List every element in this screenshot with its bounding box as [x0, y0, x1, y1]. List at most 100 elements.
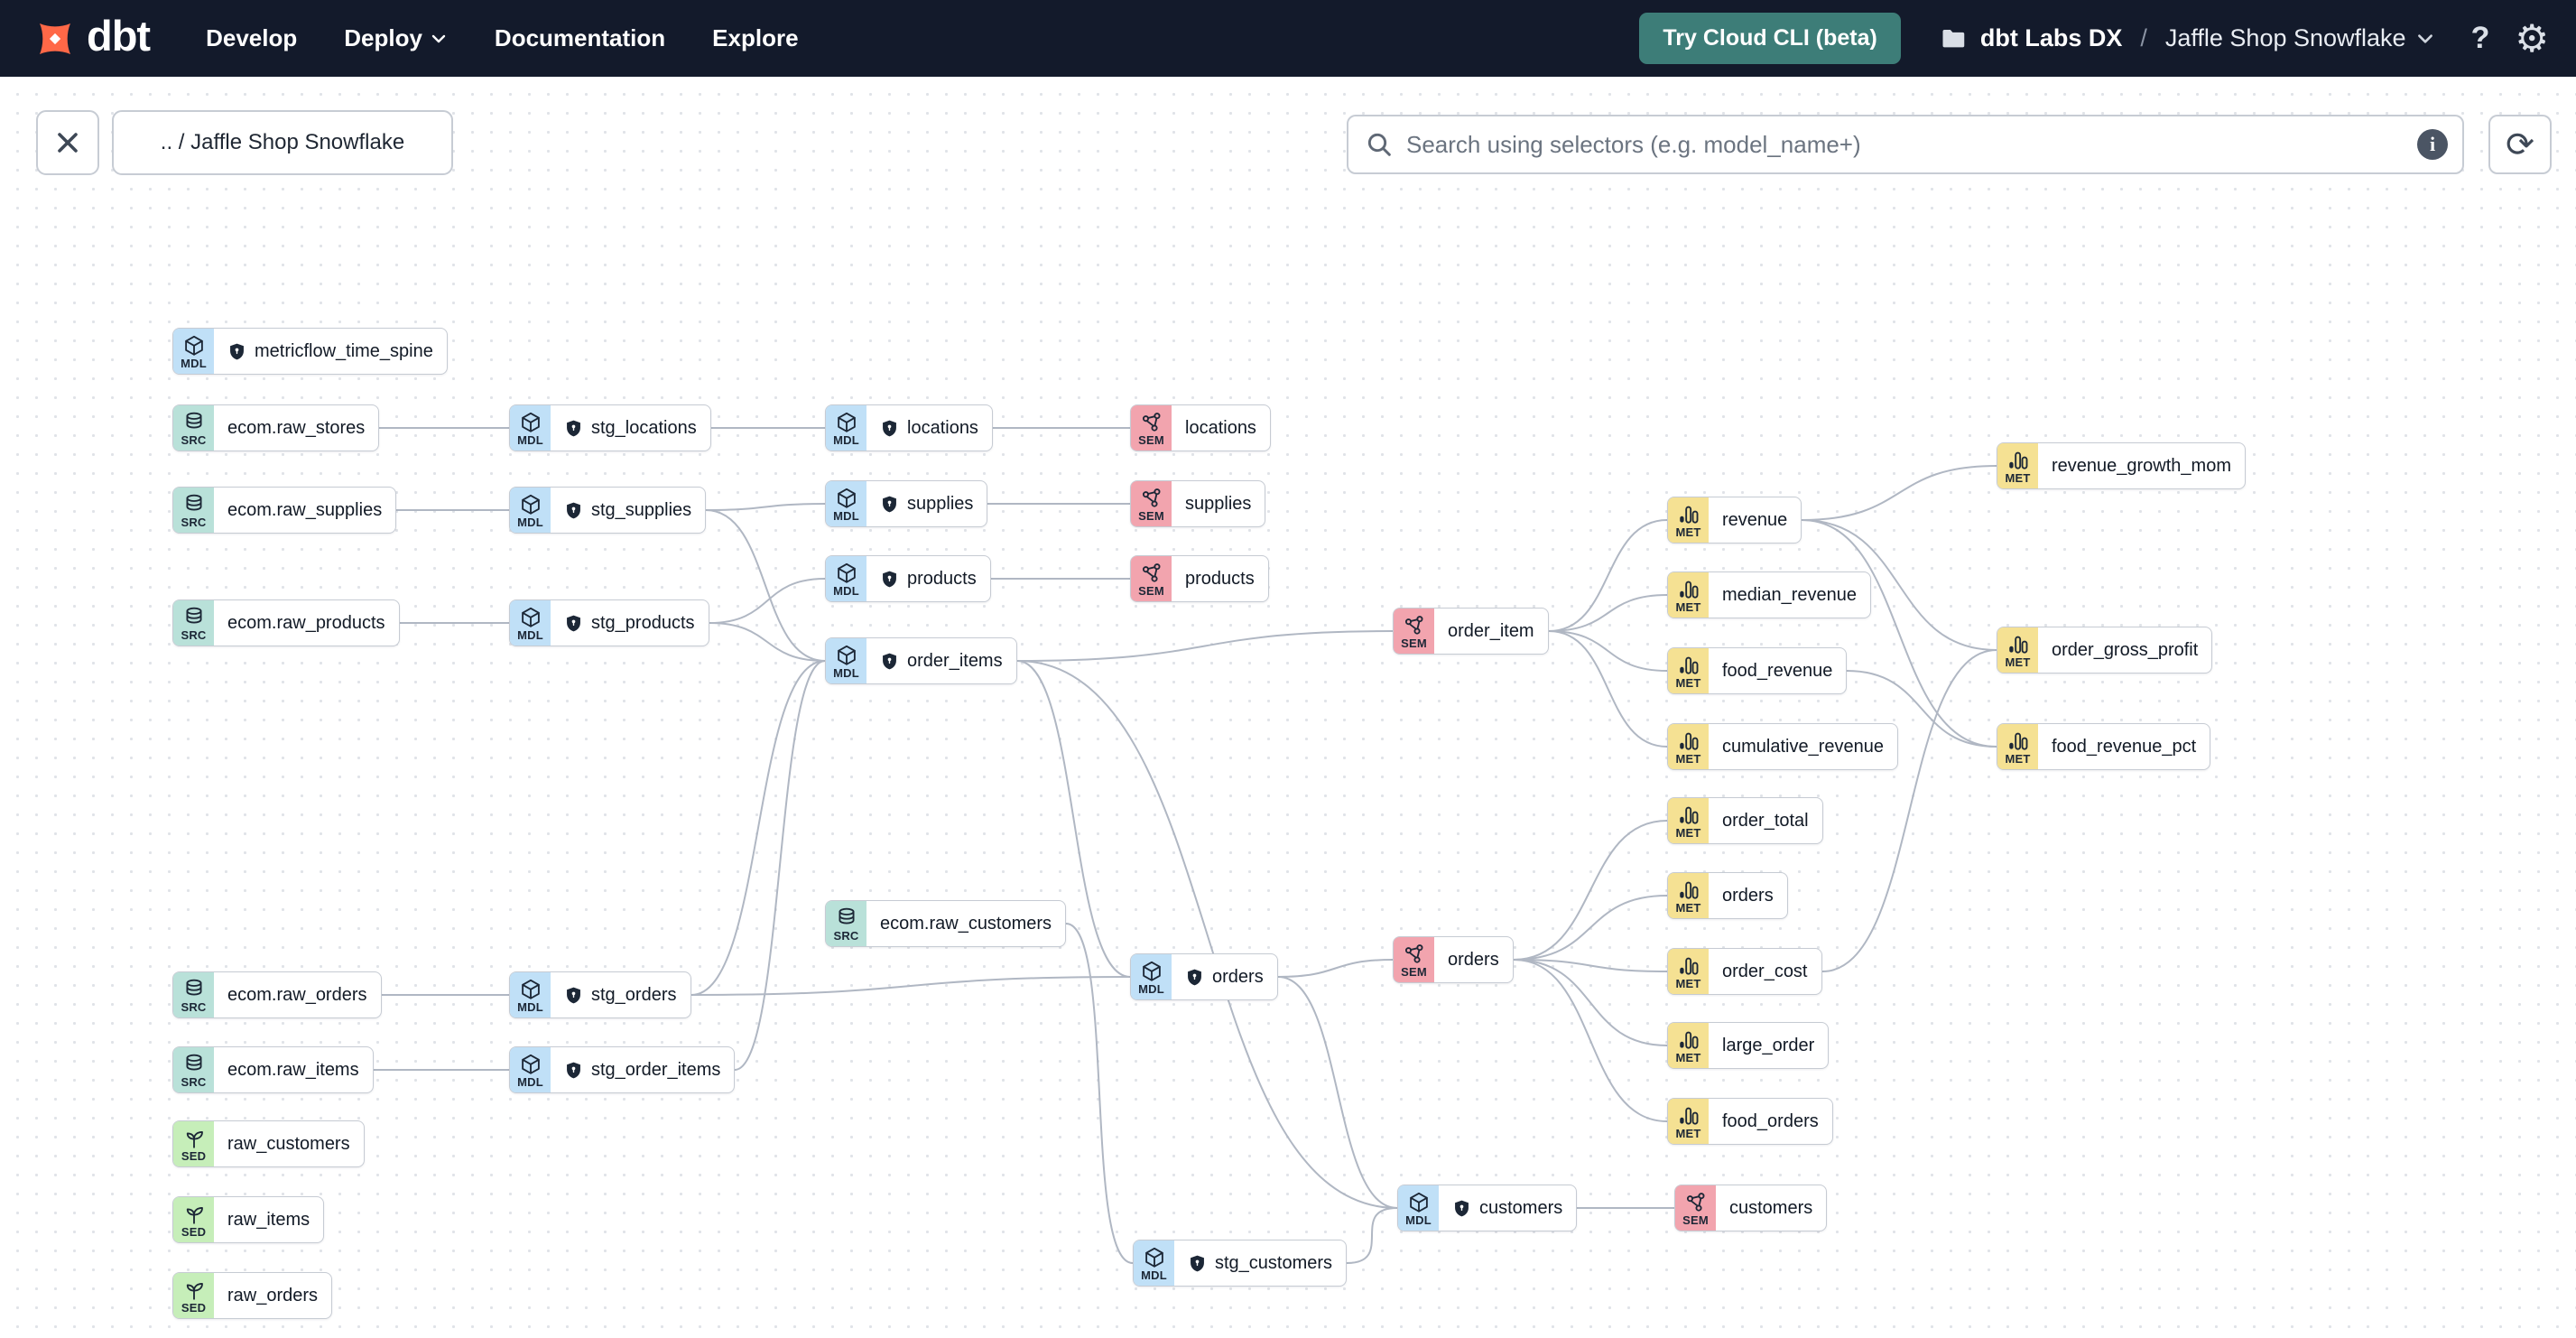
graph-node-stg_orders[interactable]: MDL stg_orders — [509, 971, 691, 1018]
graph-node-food_revenue_pct[interactable]: MET food_revenue_pct — [1997, 723, 2211, 770]
graph-node-order_total[interactable]: MET order_total — [1667, 797, 1823, 844]
graph-node-products[interactable]: MDL products — [825, 555, 991, 602]
graph-node-order_cost[interactable]: MET order_cost — [1667, 948, 1822, 995]
graph-node-customers_mdl[interactable]: MDL customers — [1397, 1185, 1578, 1231]
node-name: order_item — [1448, 620, 1534, 641]
seed-sprout-icon — [186, 1206, 203, 1224]
graph-node-orders_sem[interactable]: SEM orders — [1393, 936, 1514, 983]
node-type-code: MET — [1675, 525, 1701, 539]
help-icon[interactable]: ? — [2470, 21, 2490, 55]
node-label: order_item — [1434, 609, 1548, 654]
node-label: order_gross_profit — [2038, 627, 2211, 673]
lineage-canvas[interactable]: .. / Jaffle Shop Snowflake i ⟳ MDL metric… — [0, 77, 2576, 1338]
graph-node-stg_supplies[interactable]: MDL stg_supplies — [509, 487, 707, 534]
semantic-model-share-icon — [1404, 615, 1422, 635]
model-cube-icon — [1144, 1247, 1163, 1268]
dbt-logo[interactable]: dbt — [32, 12, 151, 62]
node-label: median_revenue — [1709, 572, 1870, 618]
node-name: products — [1185, 568, 1255, 589]
graph-node-metricflow_time_spine[interactable]: MDL metricflow_time_spine — [172, 328, 448, 375]
lineage-breadcrumb[interactable]: .. / Jaffle Shop Snowflake — [112, 110, 453, 175]
graph-node-locations[interactable]: MDL locations — [825, 404, 993, 451]
node-label: ecom.raw_products — [214, 600, 399, 646]
graph-node-seed_raw_items[interactable]: SED raw_items — [172, 1196, 325, 1243]
access-shield-icon — [883, 571, 896, 587]
graph-node-seed_raw_orders[interactable]: SED raw_orders — [172, 1272, 333, 1319]
graph-node-order_items[interactable]: MDL order_items — [825, 637, 1017, 684]
node-type-badge: MET — [1668, 873, 1709, 918]
menu-item-documentation[interactable]: Documentation — [494, 24, 666, 51]
graph-node-revenue[interactable]: MET revenue — [1667, 497, 1802, 544]
graph-node-supplies[interactable]: MDL supplies — [825, 480, 988, 527]
source-database-icon — [185, 607, 202, 624]
graph-node-large_order[interactable]: MET large_order — [1667, 1022, 1830, 1069]
graph-node-cumulative_revenue[interactable]: MET cumulative_revenue — [1667, 723, 1898, 770]
info-icon[interactable]: i — [2417, 129, 2448, 160]
node-type-code: MDL — [517, 432, 543, 447]
top-navbar: dbt Develop Deploy Documentation Explore… — [0, 0, 2576, 77]
refresh-button[interactable]: ⟳ — [2488, 115, 2552, 174]
node-type-badge: MDL — [826, 556, 866, 601]
node-type-code: SEM — [1138, 508, 1164, 523]
graph-node-stg_customers[interactable]: MDL stg_customers — [1133, 1240, 1348, 1287]
node-type-badge: SED — [173, 1273, 214, 1318]
graph-node-raw_items_src[interactable]: SRC ecom.raw_items — [172, 1046, 374, 1093]
model-cube-icon — [521, 607, 540, 627]
node-name: raw_items — [227, 1209, 310, 1230]
node-type-code: SEM — [1138, 432, 1164, 447]
node-type-badge: MET — [1997, 443, 2038, 488]
graph-node-products_sem[interactable]: SEM products — [1130, 555, 1269, 602]
folder-icon — [1942, 29, 1965, 47]
graph-node-raw_orders_src[interactable]: SRC ecom.raw_orders — [172, 971, 382, 1018]
graph-node-food_orders[interactable]: MET food_orders — [1667, 1098, 1833, 1145]
node-label: stg_locations — [551, 405, 710, 451]
graph-node-seed_raw_customers[interactable]: SED raw_customers — [172, 1120, 365, 1167]
source-database-icon — [185, 979, 202, 996]
graph-node-raw_products[interactable]: SRC ecom.raw_products — [172, 599, 400, 646]
graph-node-customers_sem[interactable]: SEM customers — [1674, 1185, 1828, 1231]
access-shield-icon — [883, 653, 896, 669]
metric-bar-chart-icon — [2008, 732, 2027, 750]
graph-node-stg_products[interactable]: MDL stg_products — [509, 599, 709, 646]
graph-node-revenue_growth_mom[interactable]: MET revenue_growth_mom — [1997, 442, 2246, 489]
graph-node-supplies_sem[interactable]: SEM supplies — [1130, 480, 1266, 527]
try-cloud-cli-button[interactable]: Try Cloud CLI (beta) — [1639, 13, 1901, 64]
graph-node-locations_sem[interactable]: SEM locations — [1130, 404, 1271, 451]
graph-node-order_item_sem[interactable]: SEM order_item — [1393, 608, 1549, 655]
node-type-badge: SEM — [1131, 481, 1172, 526]
node-label: raw_items — [214, 1197, 323, 1242]
model-cube-icon — [521, 412, 540, 432]
access-shield-icon — [883, 420, 896, 436]
metric-bar-chart-icon — [1679, 1107, 1698, 1125]
dbt-wordmark: dbt — [87, 12, 151, 60]
node-name: ecom.raw_products — [227, 612, 385, 633]
menu-item-explore[interactable]: Explore — [712, 24, 799, 51]
graph-node-raw_customers_src[interactable]: SRC ecom.raw_customers — [825, 900, 1067, 947]
graph-node-median_revenue[interactable]: MET median_revenue — [1667, 571, 1871, 618]
menu-item-develop[interactable]: Develop — [206, 24, 298, 51]
graph-node-orders_met[interactable]: MET orders — [1667, 872, 1788, 919]
account-name[interactable]: dbt Labs DX — [1979, 24, 2123, 51]
search-input[interactable] — [1406, 130, 2405, 159]
graph-node-order_gross_profit[interactable]: MET order_gross_profit — [1997, 627, 2213, 674]
graph-node-stg_locations[interactable]: MDL stg_locations — [509, 404, 711, 451]
metric-bar-chart-icon — [1679, 732, 1698, 750]
node-label: customers — [1716, 1185, 1826, 1231]
project-selector[interactable]: Jaffle Shop Snowflake — [2165, 24, 2435, 52]
graph-node-stg_order_items[interactable]: MDL stg_order_items — [509, 1046, 736, 1093]
edge-order_items-order_item_sem — [1016, 630, 1394, 662]
node-type-code: SRC — [833, 928, 859, 943]
gear-icon[interactable]: ⚙ — [2515, 16, 2549, 60]
graph-node-raw_supplies[interactable]: SRC ecom.raw_supplies — [172, 487, 397, 534]
close-lineage-button[interactable] — [36, 110, 99, 175]
node-name: stg_supplies — [591, 499, 692, 520]
selector-search[interactable]: i — [1347, 115, 2464, 174]
graph-node-raw_stores[interactable]: SRC ecom.raw_stores — [172, 404, 380, 451]
graph-node-orders_mdl[interactable]: MDL orders — [1130, 953, 1278, 1000]
node-type-code: MDL — [833, 432, 859, 447]
metric-bar-chart-icon — [1679, 806, 1698, 824]
menu-item-deploy[interactable]: Deploy — [344, 24, 448, 52]
graph-node-food_revenue[interactable]: MET food_revenue — [1667, 647, 1848, 694]
model-cube-icon — [837, 562, 856, 583]
node-type-badge: MDL — [173, 329, 214, 374]
